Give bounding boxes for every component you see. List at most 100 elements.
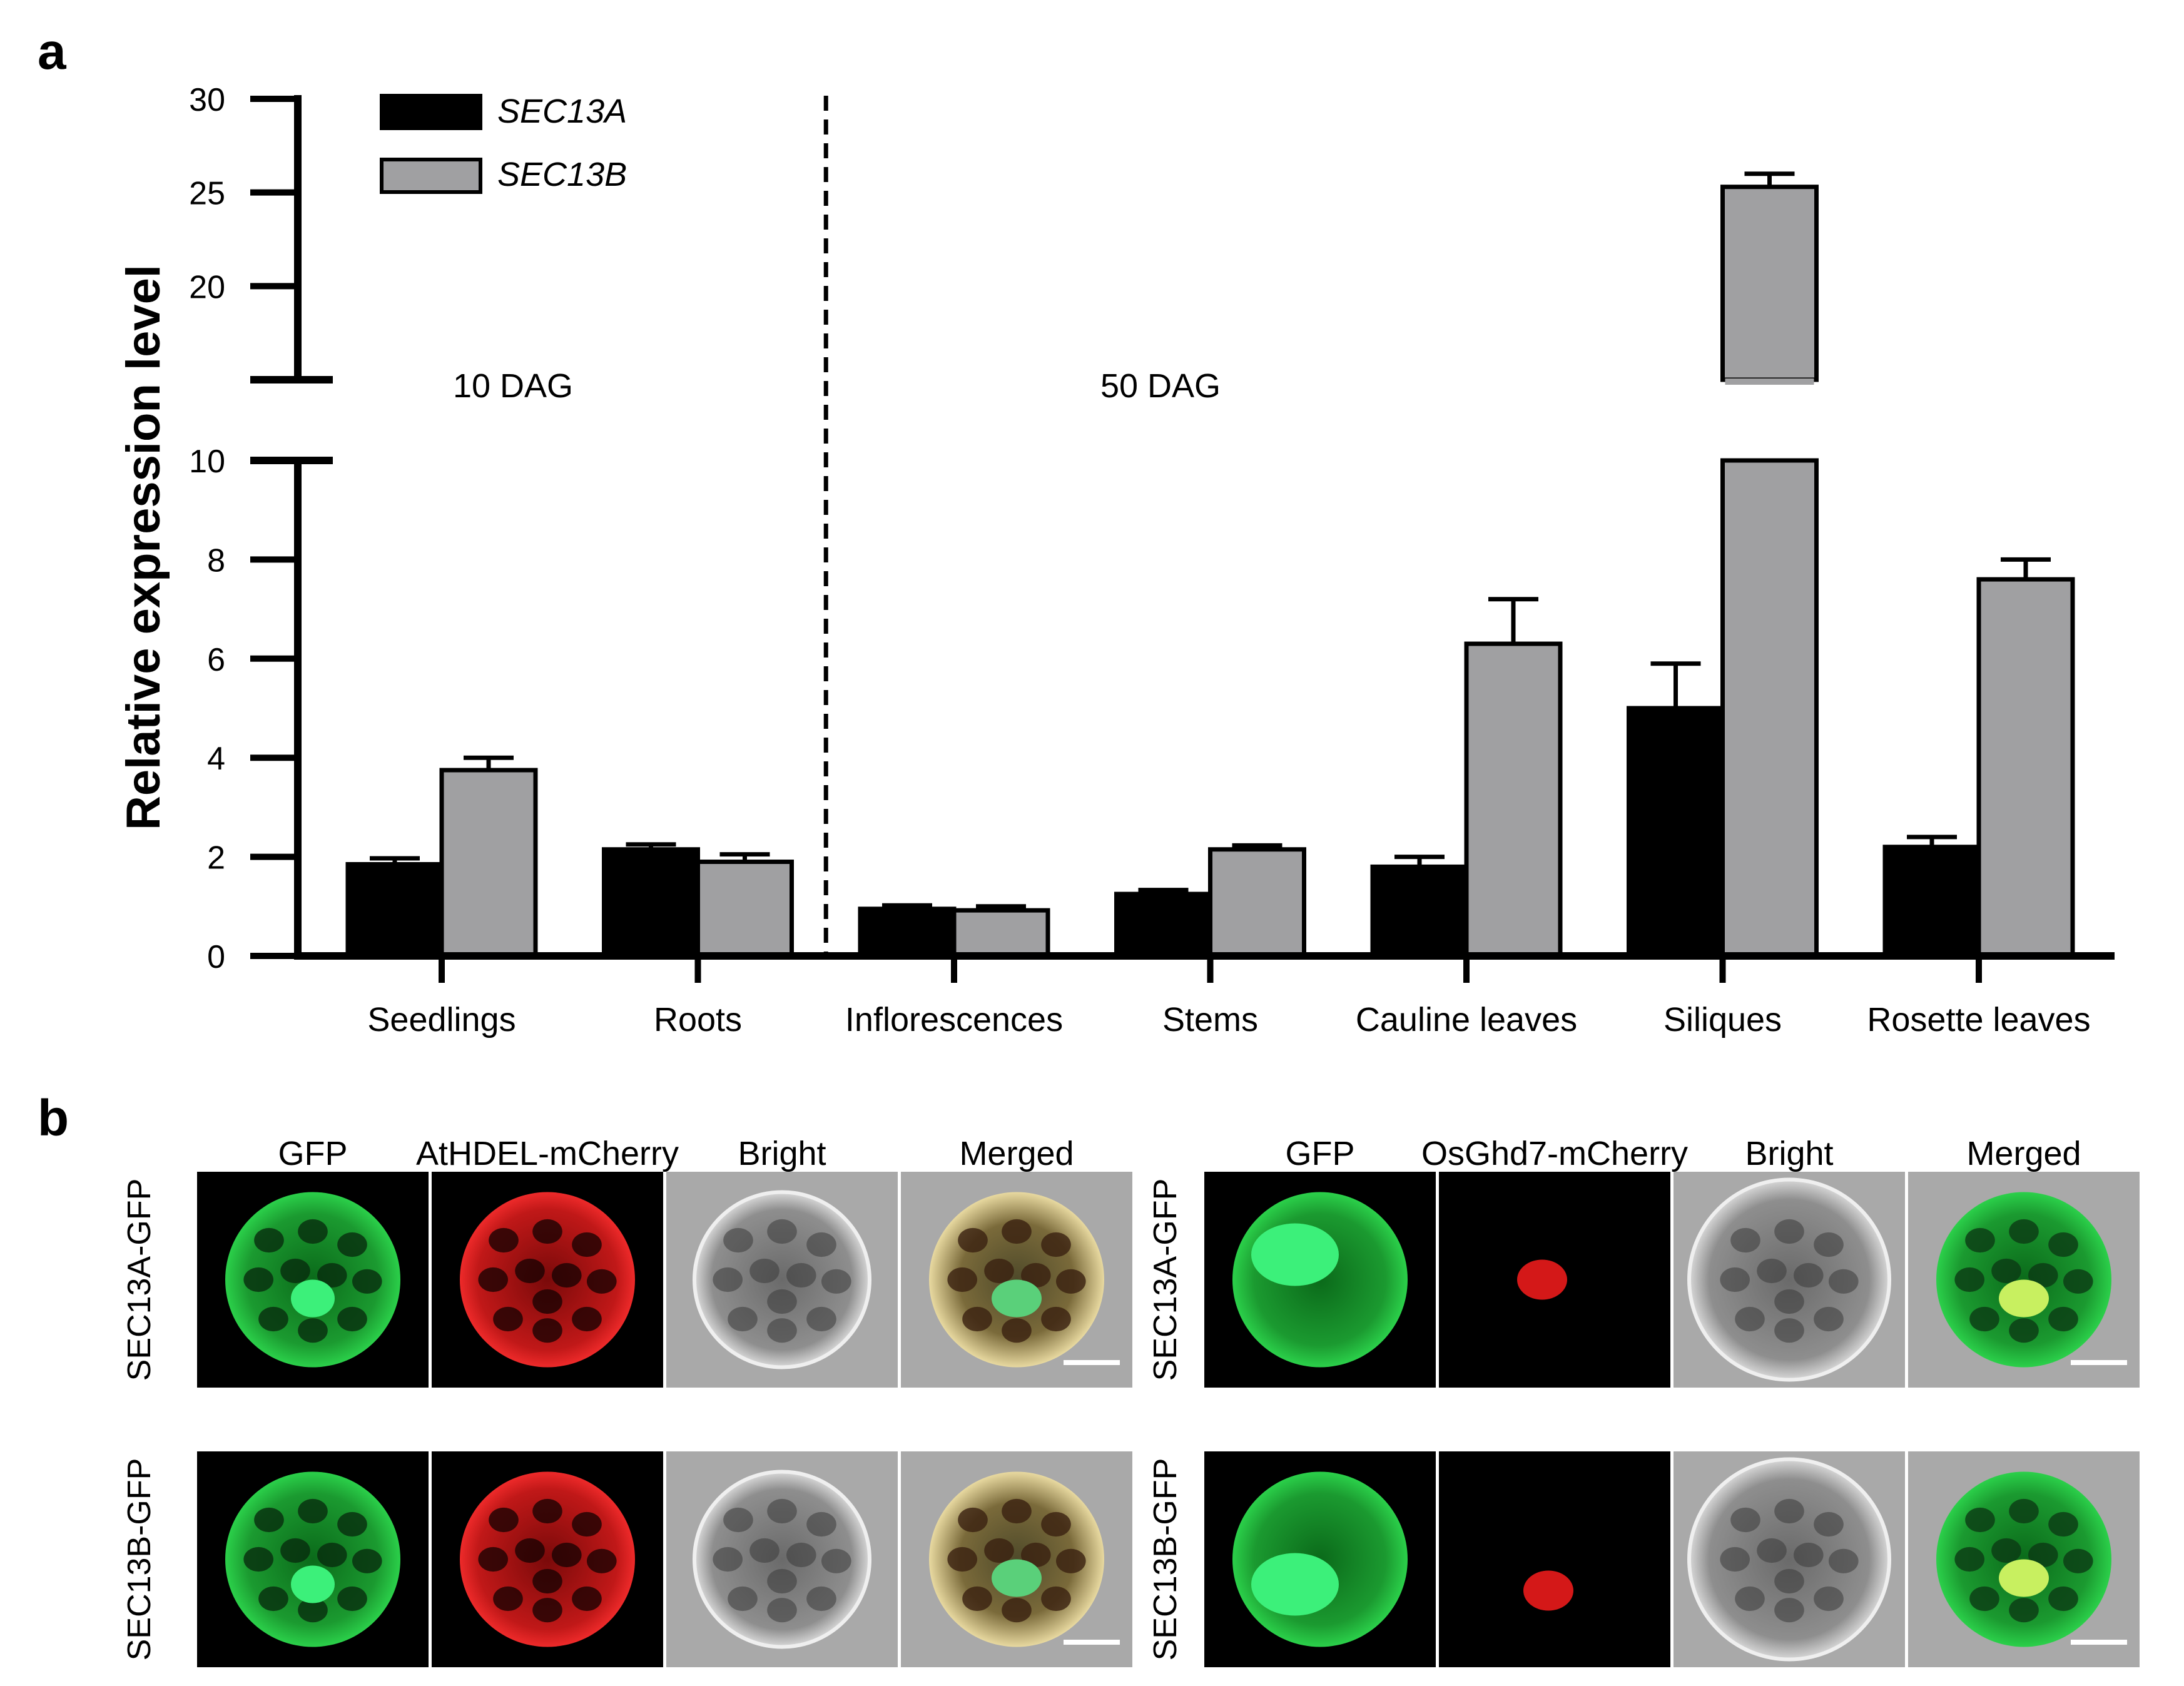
chloroplast-9 — [1794, 1262, 1824, 1288]
chloroplast-0 — [1965, 1227, 1995, 1253]
chloroplast-2 — [2048, 1511, 2078, 1537]
x-tick-label-roots: Roots — [654, 1001, 742, 1039]
chloroplast-9 — [317, 1262, 347, 1288]
chloroplast-7 — [806, 1306, 836, 1332]
bar-sec13b-cauline-leaves — [1464, 641, 1563, 958]
chloroplast-4 — [587, 1548, 617, 1573]
chloroplast-0 — [254, 1227, 284, 1253]
chloroplast-9 — [1021, 1262, 1051, 1288]
chloroplast-1 — [532, 1219, 562, 1244]
chloroplast-1 — [1002, 1498, 1032, 1524]
chloroplast-1 — [298, 1498, 328, 1524]
chloroplast-3 — [713, 1267, 743, 1292]
chloroplast-8 — [280, 1538, 310, 1563]
micrograph-left-sec13b-gfp-bright — [666, 1451, 898, 1667]
legend-label-sec13a: SEC13A — [497, 93, 627, 130]
chloroplast-7 — [2048, 1306, 2078, 1332]
bar-sec13a-inflorescences — [858, 906, 957, 958]
column-header-left-gfp: GFP — [278, 1135, 347, 1172]
chloroplast-7 — [1041, 1586, 1071, 1612]
chloroplast-1 — [1774, 1498, 1804, 1524]
chloroplast-4 — [1056, 1269, 1086, 1294]
bar-sec13b-stems — [1208, 847, 1306, 958]
chloroplast-3 — [1954, 1546, 1984, 1572]
chloroplast-9 — [552, 1542, 582, 1568]
chloroplast-4 — [2063, 1548, 2093, 1573]
micrograph-right-sec13b-gfp-gfp — [1204, 1451, 1436, 1667]
micrograph-right-sec13a-gfp-mcherry — [1439, 1172, 1670, 1388]
chloroplast-8 — [1757, 1538, 1787, 1563]
chloroplast-8 — [1991, 1538, 2021, 1563]
chloroplast-9 — [1021, 1542, 1051, 1568]
chloroplast-3 — [947, 1267, 977, 1292]
chloroplast-5 — [493, 1586, 523, 1612]
chloroplast-2 — [806, 1511, 836, 1537]
chloroplast-8 — [984, 1538, 1014, 1563]
legend-swatch-sec13b — [380, 158, 482, 194]
chloroplast-6 — [298, 1318, 328, 1343]
chloroplast-1 — [1002, 1219, 1032, 1244]
chloroplast-5 — [493, 1306, 523, 1332]
nucleus-signal — [1251, 1223, 1339, 1286]
micrograph-background — [1439, 1451, 1670, 1667]
chloroplast-7 — [572, 1586, 602, 1612]
chloroplast-6 — [2009, 1318, 2039, 1343]
chloroplast-8 — [984, 1258, 1014, 1284]
chloroplast-5 — [1969, 1306, 1999, 1332]
chloroplast-0 — [1730, 1507, 1760, 1533]
chloroplast-0 — [723, 1227, 753, 1253]
chloroplast-7 — [2048, 1586, 2078, 1612]
x-tick-label-rosette-leaves: Rosette leaves — [1867, 1001, 2090, 1039]
chloroplast-3 — [243, 1546, 274, 1572]
y-tick-label-4: 4 — [207, 741, 225, 777]
chloroplast-2 — [337, 1232, 367, 1257]
micrograph-layer: GFP AtHDEL-mCherry Bright Merged SEC13A-GFP S… — [121, 1135, 2140, 1667]
nucleus-merged — [1999, 1279, 2049, 1318]
nucleus-signal — [291, 1279, 335, 1318]
micrograph-left-sec13b-gfp-gfp — [197, 1451, 429, 1667]
micrograph-left-sec13b-gfp-mcherry — [432, 1451, 663, 1667]
chloroplast-3 — [243, 1267, 274, 1292]
y-tick-label-6: 6 — [207, 642, 225, 678]
chloroplast-6 — [767, 1318, 797, 1343]
chloroplast-8 — [515, 1538, 545, 1563]
chloroplast-6 — [298, 1598, 328, 1623]
micrograph-left-sec13a-gfp-bright — [666, 1172, 898, 1388]
chloroplast-5 — [1735, 1586, 1765, 1612]
nucleus-merged — [992, 1559, 1042, 1597]
chloroplast-4 — [352, 1269, 382, 1294]
chloroplast-1 — [767, 1498, 797, 1524]
y-axis-label: Relative expression level — [117, 265, 170, 830]
bar-sec13b-rosette-leaves — [1976, 577, 2075, 958]
chloroplast-9 — [1794, 1542, 1824, 1568]
bar-layer — [345, 171, 2075, 958]
chloroplast-9 — [786, 1262, 816, 1288]
chloroplast-5 — [258, 1306, 288, 1332]
chloroplast-8 — [749, 1258, 780, 1284]
chloroplast-5 — [962, 1586, 992, 1612]
bar-sec13b-siliques-upper — [1720, 185, 1819, 382]
chloroplast-4 — [1056, 1548, 1086, 1573]
chloroplast-6 — [767, 1598, 797, 1623]
chloroplast-0 — [958, 1227, 988, 1253]
bar-sec13a-cauline-leaves — [1370, 864, 1469, 958]
legend-swatch-sec13a — [380, 94, 482, 130]
chloroplast-4 — [352, 1548, 382, 1573]
chloroplast-6 — [532, 1598, 562, 1623]
y-tick-label-2: 2 — [207, 840, 225, 876]
micrograph-right-sec13a-gfp-bright — [1674, 1172, 1905, 1388]
chloroplast-0 — [254, 1507, 284, 1533]
bar-sec13a-seedlings — [345, 861, 444, 958]
panel-b-label: b — [38, 1090, 69, 1147]
chloroplast-1 — [767, 1219, 797, 1244]
row-label-left-sec13b-gfp: SEC13B-GFP — [121, 1458, 158, 1661]
chloroplast-3 — [1720, 1546, 1750, 1572]
chloroplast-2 — [337, 1511, 367, 1537]
chloroplast-2 — [1814, 1232, 1844, 1257]
chloroplast-7 — [1814, 1586, 1844, 1612]
bar-sec13a-stems — [1114, 891, 1212, 958]
chloroplast-6 — [2009, 1598, 2039, 1623]
chloroplast-10 — [767, 1289, 797, 1314]
nucleus-signal — [1251, 1553, 1339, 1616]
y-tick-label-10: 10 — [189, 444, 225, 480]
